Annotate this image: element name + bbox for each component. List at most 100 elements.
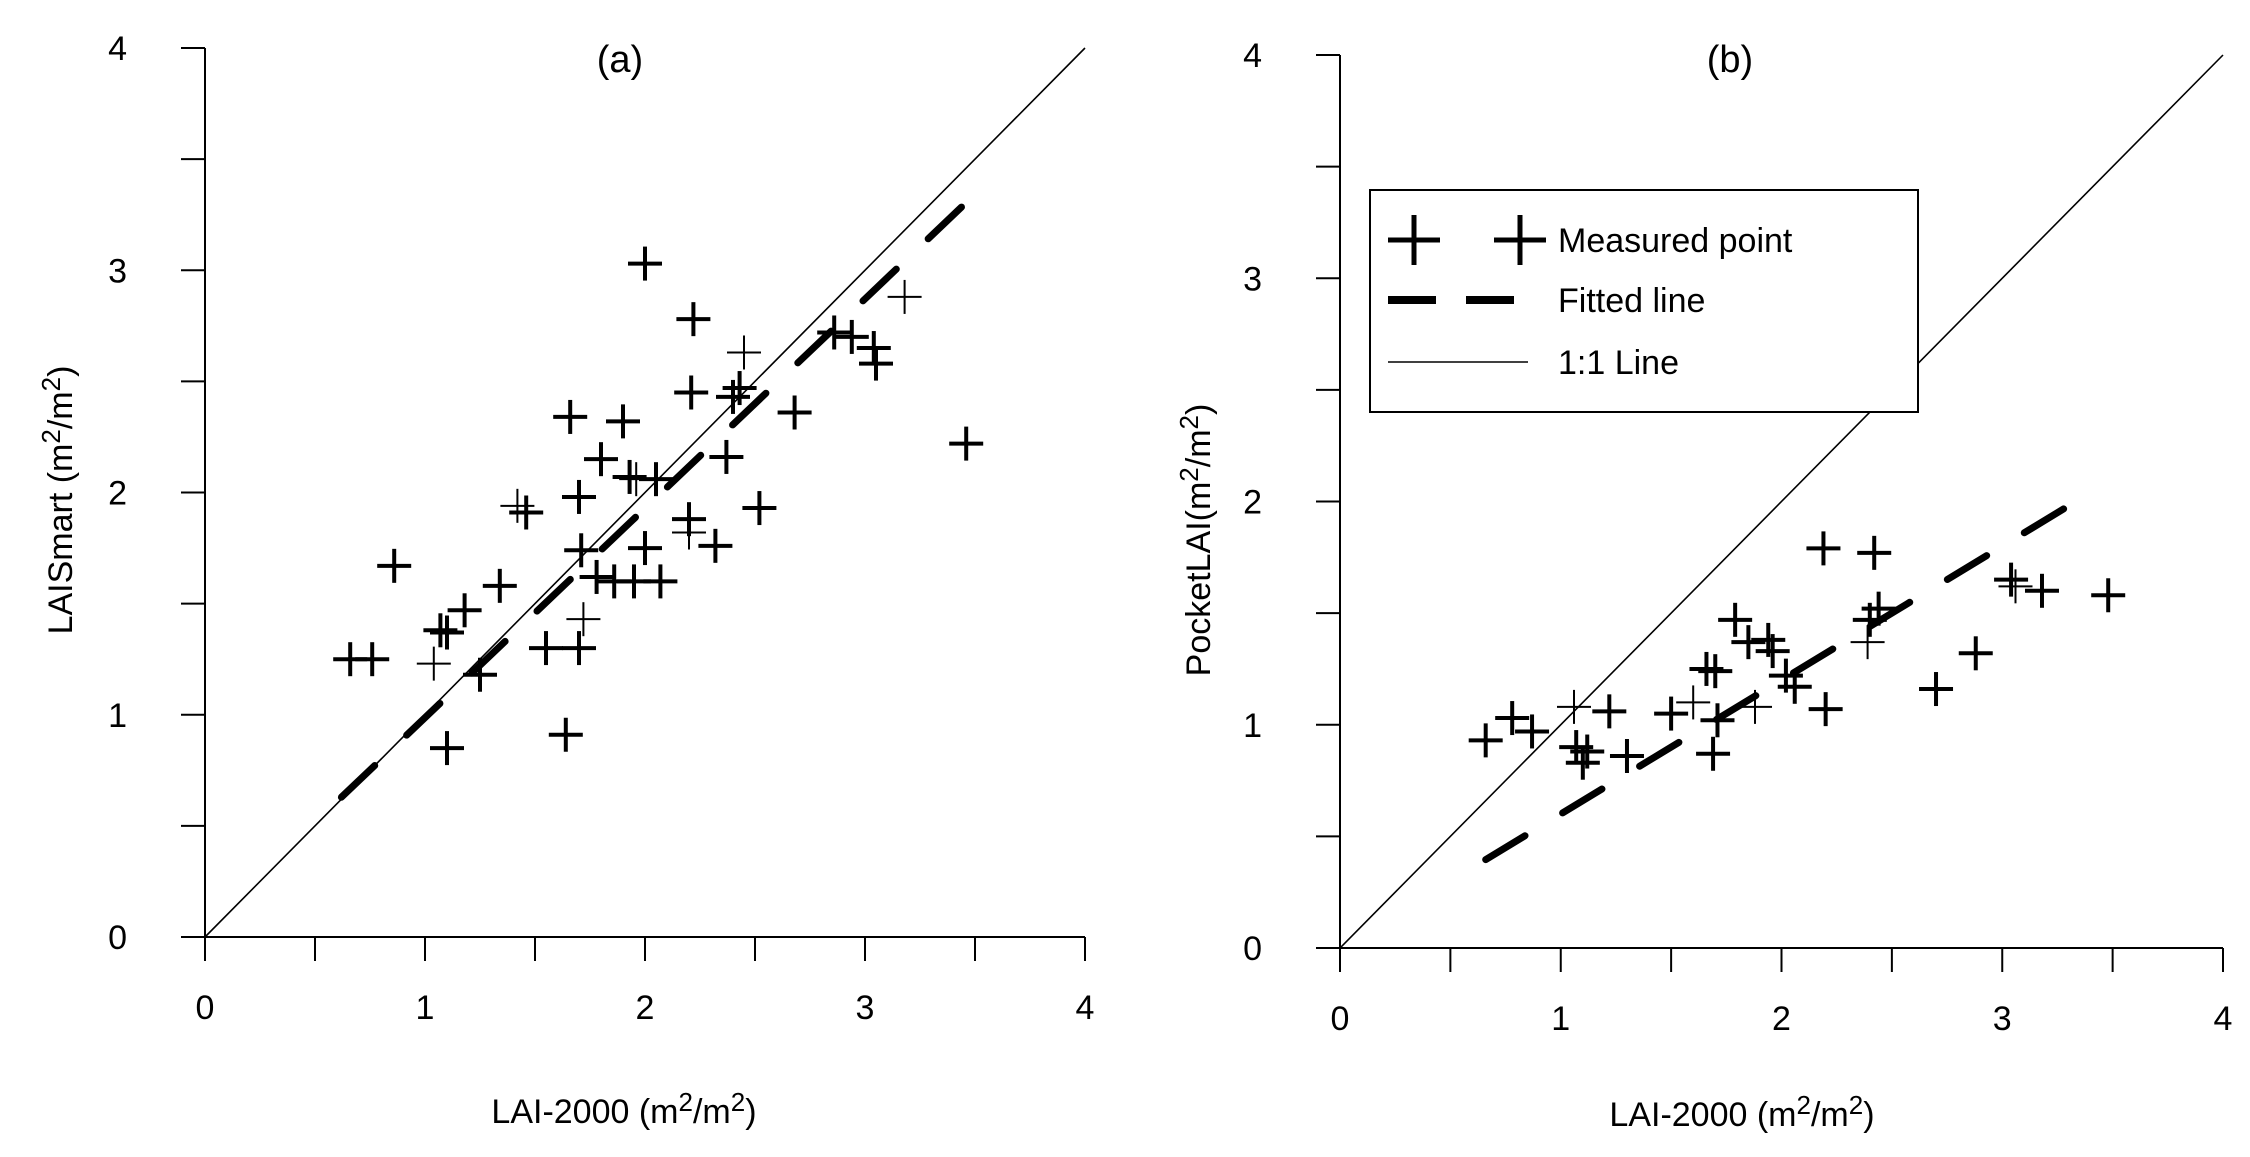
panel-b-point [1861, 591, 1896, 626]
panel-b-point [1857, 535, 1892, 570]
panel-a-point [612, 459, 647, 494]
panel-a-x-axis-label: LAI-2000 (m2/m2) [491, 1087, 756, 1131]
panel-a-point [562, 631, 596, 666]
panel-a-y-tick-label: 2 [108, 475, 127, 513]
panel-b-fitted-line [1482, 494, 2086, 864]
panel-a-point [423, 613, 458, 648]
panel-b-point [1994, 562, 2029, 597]
panel-a-y-tick-label: 1 [108, 697, 127, 735]
panel-a-point [834, 319, 869, 354]
panel-b-point [1468, 723, 1503, 758]
panel-b-y-tick-label: 0 [1243, 930, 1262, 968]
panel-a-point [509, 495, 544, 530]
panel-a: (a) 0 1 2 3 4 0 1 2 3 4 LAI-2000 (m2/m2) LAISmart… [36, 30, 1094, 1131]
panel-a-point [606, 404, 640, 439]
panel-b-x-tick-label: 3 [1993, 1000, 2012, 1038]
panel-b-x-tick-label: 1 [1551, 1000, 1570, 1038]
panel-a-point [674, 375, 709, 410]
panel-a-point [500, 488, 535, 523]
legend-label-measured: Measured point [1558, 222, 1793, 260]
panel-b-y-tick-label: 4 [1243, 37, 1262, 75]
legend-label-one-to-one: 1:1 Line [1558, 344, 1679, 382]
panel-b-y-tick-label: 1 [1243, 707, 1262, 745]
panel-a-axes: 0 1 2 3 4 0 1 2 3 4 [108, 30, 1094, 1027]
panel-b-point [1738, 689, 1773, 724]
panel-b-axes: 0 1 2 3 4 0 1 2 3 4 [1243, 37, 2232, 1038]
panel-b-point [1570, 734, 1605, 769]
panel-b-point [1808, 692, 1843, 727]
panel-b-x-tick-label: 2 [1772, 1000, 1791, 1038]
panel-b-lines [1339, 54, 2224, 949]
panel-b-x-axis-label: LAI-2000 (m2/m2) [1609, 1090, 1874, 1134]
panel-a-point [676, 302, 711, 337]
panel-a-point [859, 346, 893, 381]
panel-b-point [1654, 696, 1689, 731]
panel-b-point [1958, 636, 1993, 671]
panel-b-point [2091, 578, 2126, 613]
panel-a-point [639, 462, 673, 497]
panel-a-point [447, 593, 482, 628]
legend-marker-symbol [1388, 215, 1546, 265]
panel-a-point [377, 548, 412, 583]
panel-a-point [553, 399, 588, 434]
panel-a-point [628, 246, 662, 281]
panel-b-point [1777, 669, 1812, 704]
panel-a-point [887, 279, 922, 314]
panel-a-x-tick-label: 2 [636, 989, 655, 1027]
panel-b-point [1515, 714, 1550, 749]
panel-a-point [628, 531, 662, 566]
panel-b-y-tick-label: 3 [1243, 260, 1262, 298]
panel-a-point [817, 315, 852, 350]
legend-box [1369, 189, 1919, 413]
panel-a-lines [204, 47, 1086, 938]
panel-b-point [1998, 569, 2033, 604]
panel-a-point [529, 631, 563, 666]
panel-a-point [949, 426, 984, 461]
panel-a-point [430, 731, 464, 766]
panel-a-point [727, 335, 761, 370]
panel-b-title: (b) [1707, 39, 1753, 81]
panel-a-y-tick-label: 4 [108, 30, 127, 68]
panel-a-y-tick-label: 3 [108, 252, 127, 290]
panel-b-y-axis-label: PocketLAI(m2/m2) [1174, 404, 1218, 677]
panel-b-x-tick-label: 4 [2214, 1000, 2233, 1038]
panel-b-point [1755, 634, 1790, 669]
panel-a-point [709, 439, 744, 474]
panel-b-point [1676, 685, 1711, 720]
legend-label-fitted: Fitted line [1558, 282, 1705, 320]
panel-a-point [856, 331, 891, 366]
panel-a-point [672, 515, 706, 550]
panel-a-points [333, 246, 984, 766]
panel-b-points [1468, 531, 2126, 780]
panel-b-point [1698, 654, 1733, 689]
panel-a-point [643, 564, 678, 599]
panel-b-point [1850, 625, 1885, 660]
panel-a-point [562, 479, 596, 514]
panel-b-point [1556, 689, 1591, 724]
panel-b: (b) 0 1 2 3 4 0 1 2 3 4 LAI-2000 (m2/m2) PocketLA… [1174, 37, 2232, 1134]
panel-a-x-tick-label: 3 [856, 989, 875, 1027]
panel-b-point [1718, 602, 1753, 637]
panel-a-point [584, 442, 618, 477]
panel-a-one-to-one-line [204, 47, 1086, 938]
panel-b-point [1609, 739, 1644, 774]
panel-a-point [548, 717, 583, 752]
panel-a-point [355, 642, 390, 677]
panel-b-point [1731, 625, 1766, 660]
panel-a-point [698, 528, 733, 563]
panel-a-y-tick-label: 0 [108, 919, 127, 957]
panel-b-point [1696, 736, 1731, 771]
panel-a-point [463, 657, 497, 692]
panel-b-point [1689, 651, 1724, 686]
panel-b-point [1495, 701, 1530, 736]
panel-b-point [1700, 703, 1735, 738]
panel-a-fitted-line [337, 199, 970, 801]
panel-a-point [482, 568, 517, 603]
panel-a-y-axis-label: LAISmart (m2/m2) [36, 366, 80, 635]
panel-b-y-tick-label: 2 [1243, 484, 1262, 522]
panel-b-point [1592, 694, 1627, 729]
panel-a-point [564, 533, 599, 568]
panel-a-point [777, 395, 812, 430]
panel-b-x-tick-label: 0 [1331, 1000, 1350, 1038]
